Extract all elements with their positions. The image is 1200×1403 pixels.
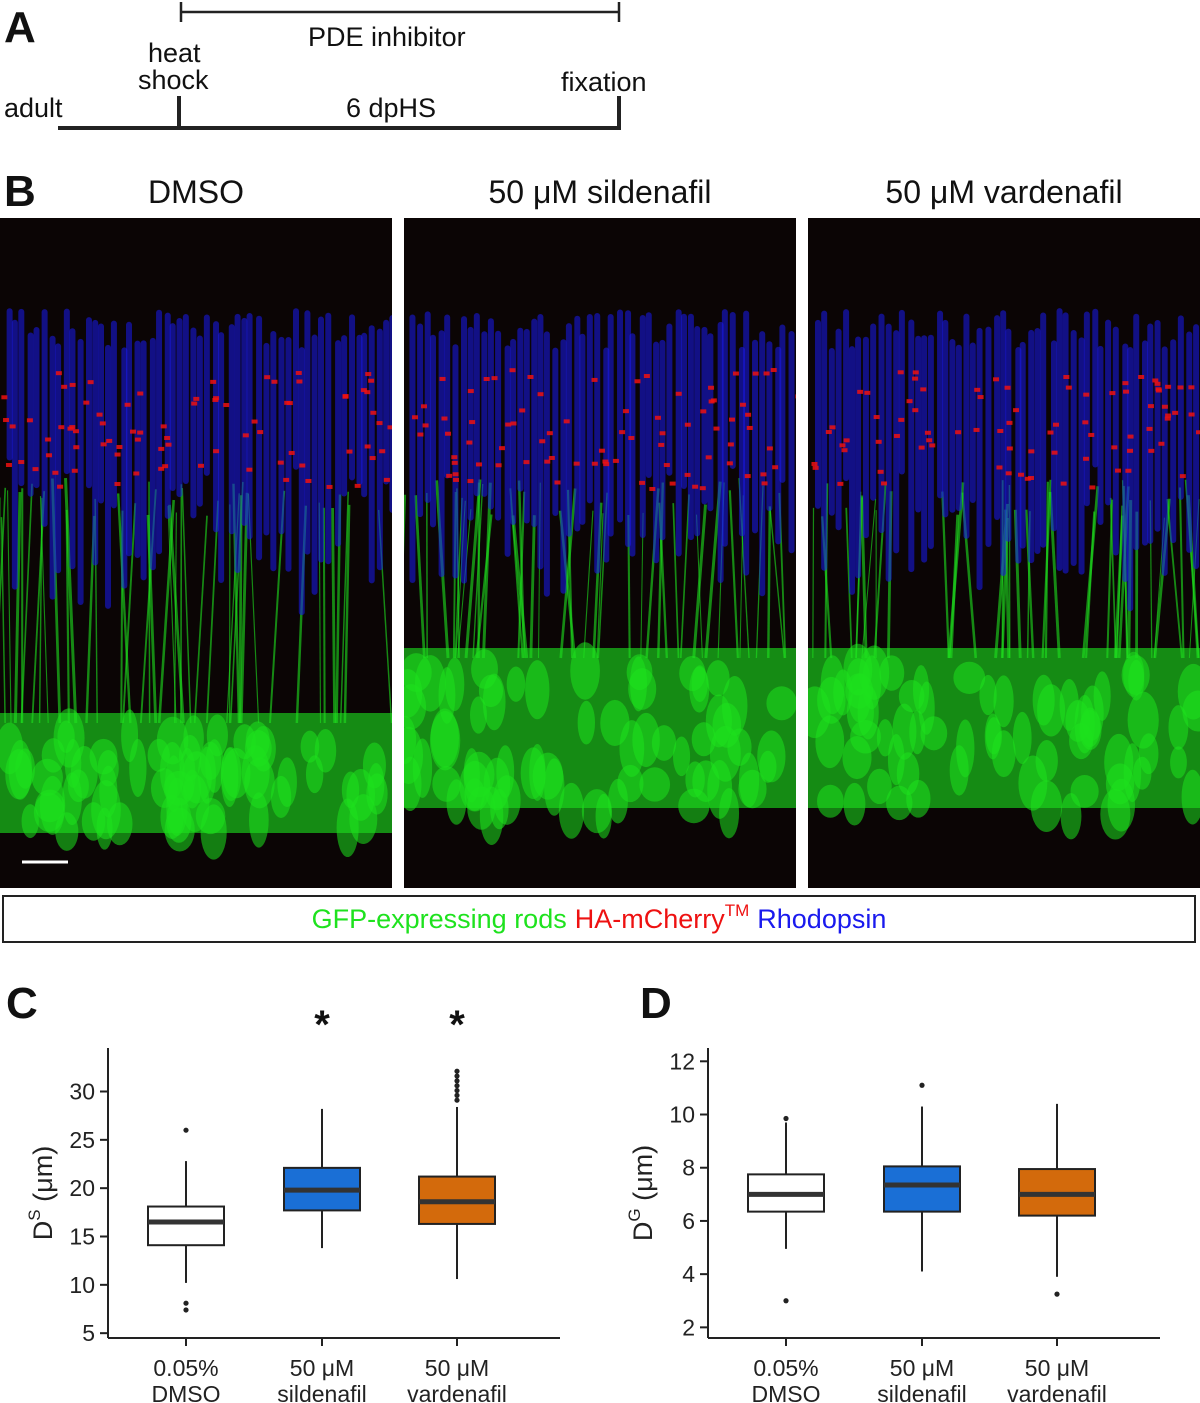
ds-x-tick-label-line1: 50 μM (425, 1355, 489, 1381)
micrograph-texture (808, 308, 1200, 840)
dg-y-tick-label: 2 (682, 1314, 695, 1340)
micrograph-dmso (0, 218, 392, 888)
ds-y-axis-label: DS (μm) (25, 1146, 58, 1240)
ds-significance-mark: * (314, 1003, 330, 1047)
ds-outlier (183, 1127, 189, 1133)
condition-title-sildenafil: 50 μM sildenafil (488, 174, 712, 210)
heat-shock-label-line2: shock (138, 65, 209, 95)
ds-x-tick-label-line2: vardenafil (407, 1381, 507, 1403)
ds-box (147, 1205, 225, 1247)
ds-x-tick-label-line1: 50 μM (290, 1355, 354, 1381)
legend-green: GFP-expressing rods (311, 903, 567, 934)
condition-title-vardenafil: 50 μM vardenafil (885, 174, 1123, 210)
ds-outlier (454, 1073, 460, 1079)
ds-y-tick-label: 25 (69, 1127, 95, 1153)
ds-outlier (454, 1097, 460, 1103)
dg-y-tick-label: 6 (682, 1208, 695, 1234)
duration-label: 6 dpHS (346, 93, 437, 123)
dg-x-tick-label-line1: 50 μM (890, 1355, 954, 1381)
ds-outlier (454, 1092, 460, 1098)
ds-y-tick-label: 30 (69, 1079, 95, 1105)
dg-x-tick-label-line1: 0.05% (753, 1355, 818, 1381)
micrograph-sildenafil (404, 218, 796, 888)
panel-label-b: B (4, 167, 36, 216)
treatment-label: PDE inhibitor (308, 22, 466, 52)
dg-y-tick-label: 8 (682, 1155, 695, 1181)
dg-y-axis-label: DG (μm) (625, 1145, 658, 1241)
dg-x-tick-label-line1: 50 μM (1025, 1355, 1089, 1381)
ds-x-tick-label-line2: sildenafil (277, 1381, 367, 1403)
micrograph-texture (404, 309, 796, 846)
adult-label: adult (4, 93, 63, 123)
ds-outlier (183, 1307, 189, 1313)
dg-outlier (783, 1298, 789, 1304)
timeline-lines (58, 2, 621, 130)
ds-outlier (454, 1078, 460, 1084)
ds-y-tick-label: 5 (82, 1320, 95, 1346)
ds-outlier (454, 1083, 460, 1089)
fixation-label: fixation (561, 67, 647, 97)
legend-red-superscript: TM (724, 901, 750, 920)
condition-title-dmso: DMSO (148, 174, 244, 210)
legend-red-text: HA-mCherry (574, 904, 725, 934)
dg-x-tick-label-line2: DMSO (752, 1381, 821, 1403)
dg-outlier (919, 1082, 925, 1088)
dg-y-tick-label: 12 (669, 1048, 695, 1074)
ds-significance-mark: * (449, 1003, 465, 1047)
dg-x-tick-label-line2: sildenafil (877, 1381, 967, 1403)
dg-y-tick-label: 10 (669, 1102, 695, 1128)
legend-red: HA-mCherryTM (574, 901, 750, 935)
panel-label-d: D (640, 979, 672, 1028)
legend-blue: Rhodopsin (757, 903, 887, 934)
dg-outlier (1054, 1291, 1060, 1297)
ds-y-tick-label: 15 (69, 1224, 95, 1250)
heat-shock-label-line1: heat (148, 38, 201, 68)
dg-x-tick-label-line2: vardenafil (1007, 1381, 1107, 1403)
ds-outlier (454, 1068, 460, 1074)
micrograph-vardenafil (808, 218, 1200, 888)
ds-outlier (183, 1300, 189, 1306)
stain-legend: GFP-expressing rods HA-mCherryTM Rhodops… (2, 895, 1196, 943)
dg-outlier (783, 1115, 789, 1122)
panel-label-c: C (6, 979, 38, 1028)
ds-x-tick-label-line1: 0.05% (153, 1355, 218, 1381)
micrograph-texture (0, 308, 392, 864)
ds-outlier (454, 1087, 460, 1094)
ds-y-tick-label: 10 (69, 1272, 95, 1298)
ds-x-tick-label-line2: DMSO (152, 1381, 221, 1403)
panel-label-a: A (4, 3, 36, 52)
dg-box (883, 1165, 961, 1213)
dg-y-tick-label: 4 (682, 1261, 695, 1287)
ds-y-tick-label: 20 (69, 1175, 95, 1201)
